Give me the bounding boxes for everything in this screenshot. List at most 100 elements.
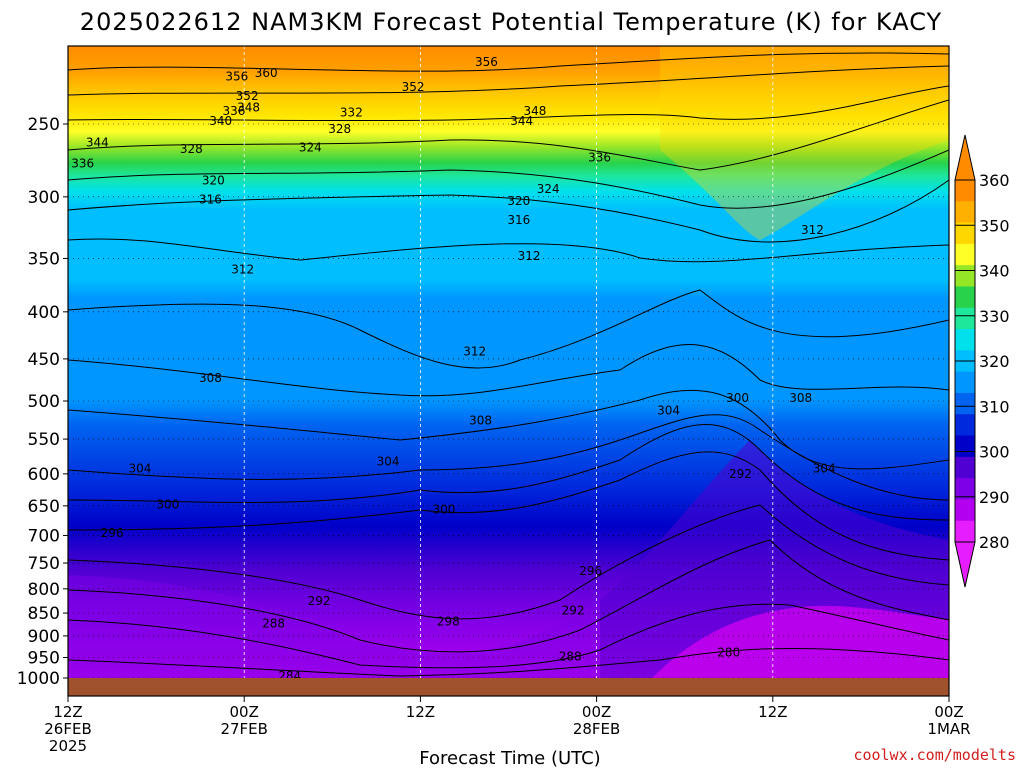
contour-label: 312 <box>231 263 254 277</box>
contour-label: 340 <box>209 114 232 128</box>
contour-label: 344 <box>510 114 533 128</box>
contour-label: 348 <box>523 104 546 118</box>
colorbar-segment <box>955 265 975 287</box>
contour-label: 292 <box>308 594 331 608</box>
contour-label: 300 <box>432 503 455 517</box>
contour-label: 356 <box>475 55 498 69</box>
x-tick-label: 27FEB <box>220 720 267 738</box>
x-tick-label: 1MAR <box>927 720 970 738</box>
colorbar-tick-label: 330 <box>979 307 1010 326</box>
plot-area: 356 360 352 348 340 336 324 328 332 344 336 328 320 3… <box>68 46 949 683</box>
contour-label: 332 <box>340 106 363 120</box>
contour-label: 298 <box>437 614 460 628</box>
y-tick-label: 800 <box>28 580 60 600</box>
contour-label: 304 <box>657 403 680 417</box>
contour-label: 300 <box>726 391 749 405</box>
contour-label: 336 <box>71 157 94 171</box>
contour-label: 300 <box>156 498 179 512</box>
x-tick-label: 00Z <box>230 703 259 721</box>
colorbar-top-arrow <box>954 134 976 181</box>
contour-labels: 356 360 352 348 340 336 324 328 332 344 336 328 320 3… <box>71 55 836 683</box>
colorbar-segment <box>955 371 975 394</box>
colorbar-segment <box>955 222 975 245</box>
contour-label: 336 <box>588 151 611 165</box>
contour-label: 308 <box>469 413 492 427</box>
colorbar-segment <box>955 435 975 458</box>
plot-frame <box>67 45 950 697</box>
x-tick-label: 00Z <box>934 703 963 721</box>
grid-lines <box>68 46 949 678</box>
contour-label: 292 <box>729 467 752 481</box>
y-tick-label: 300 <box>28 188 60 208</box>
x-tick-label: 28FEB <box>573 720 620 738</box>
colorbar-segment <box>955 243 975 266</box>
contour-label: 328 <box>328 122 351 136</box>
colorbar-segment <box>955 499 975 522</box>
colorbar-segment <box>955 201 975 224</box>
x-tick-label: 26FEB <box>44 720 91 738</box>
colorbar-tick-label: 280 <box>979 533 1010 552</box>
contour-label: 316 <box>199 193 222 207</box>
colorbar-segment <box>955 456 975 479</box>
contour-label: 356 <box>225 70 248 84</box>
colorbar-segment <box>955 392 975 415</box>
contour-label: 284 <box>278 669 301 683</box>
colorbar-tick-label: 350 <box>979 216 1010 235</box>
contour-label: 288 <box>559 650 582 664</box>
contour-label: 292 <box>562 604 585 618</box>
colorbar-tick-label: 300 <box>979 443 1010 462</box>
contour-label: 344 <box>86 136 109 150</box>
y-tick-label: 250 <box>28 115 60 135</box>
contour-label: 304 <box>813 461 836 475</box>
y-tick-label: 450 <box>28 350 60 370</box>
contour-label: 312 <box>801 223 824 237</box>
contour-label: 296 <box>579 564 602 578</box>
credit-text: coolwx.com/modelts <box>853 746 1016 764</box>
y-tick-label: 550 <box>28 430 60 450</box>
y-tick-label: 500 <box>28 392 60 412</box>
colorbar-tick-label: 340 <box>979 262 1010 281</box>
y-tick-label: 650 <box>28 497 60 517</box>
contour-label: 308 <box>199 371 222 385</box>
contour-label: 308 <box>789 391 812 405</box>
contour-lines <box>68 52 949 677</box>
contour-label: 320 <box>202 174 225 188</box>
contour-label: 296 <box>101 526 124 540</box>
y-tick-label: 750 <box>28 554 60 574</box>
y-tick-label: 600 <box>28 465 60 485</box>
y-tick-label: 700 <box>28 526 60 546</box>
colorbar-segment <box>955 520 975 543</box>
x-tick-label: 12Z <box>758 703 787 721</box>
contour-label: 360 <box>255 66 278 80</box>
y-tick-label: 1000 <box>17 669 60 689</box>
contour-label: 328 <box>180 142 203 156</box>
upper-warm-dome <box>660 46 949 240</box>
contour-label: 304 <box>377 455 400 469</box>
contour-label: 312 <box>463 345 486 359</box>
contour-label: 324 <box>537 182 560 196</box>
colorbar: 360 350 340 330 320 310 300 290 280 <box>954 134 1010 588</box>
x-axis-label: Forecast Time (UTC) <box>419 748 600 768</box>
y-tick-label: 350 <box>28 249 60 269</box>
colorbar-tick-label: 320 <box>979 352 1010 371</box>
chart-title: 2025022612 NAM3KM Forecast Potential Tem… <box>80 8 942 36</box>
x-tick-label: 12Z <box>53 703 82 721</box>
y-axis: 250 300 350 400 450 500 550 600 650 700 750 800 850 9… <box>17 115 68 689</box>
colorbar-tick-label: 310 <box>979 397 1010 416</box>
contour-label: 320 <box>507 194 530 208</box>
x-tick-label: 00Z <box>582 703 611 721</box>
contour-label: 324 <box>299 140 322 154</box>
y-tick-label: 900 <box>28 627 60 647</box>
contour-label: 288 <box>262 617 285 631</box>
colorbar-segment <box>955 414 975 437</box>
ground-surface <box>68 678 949 696</box>
colorbar-segment <box>955 180 975 202</box>
contour-label: 304 <box>128 461 151 475</box>
x-tick-label: 12Z <box>406 703 435 721</box>
contour-label: 348 <box>237 101 260 115</box>
contour-label: 352 <box>402 80 425 94</box>
contour-label: 280 <box>717 645 740 659</box>
colorbar-tick-label: 290 <box>979 488 1010 507</box>
